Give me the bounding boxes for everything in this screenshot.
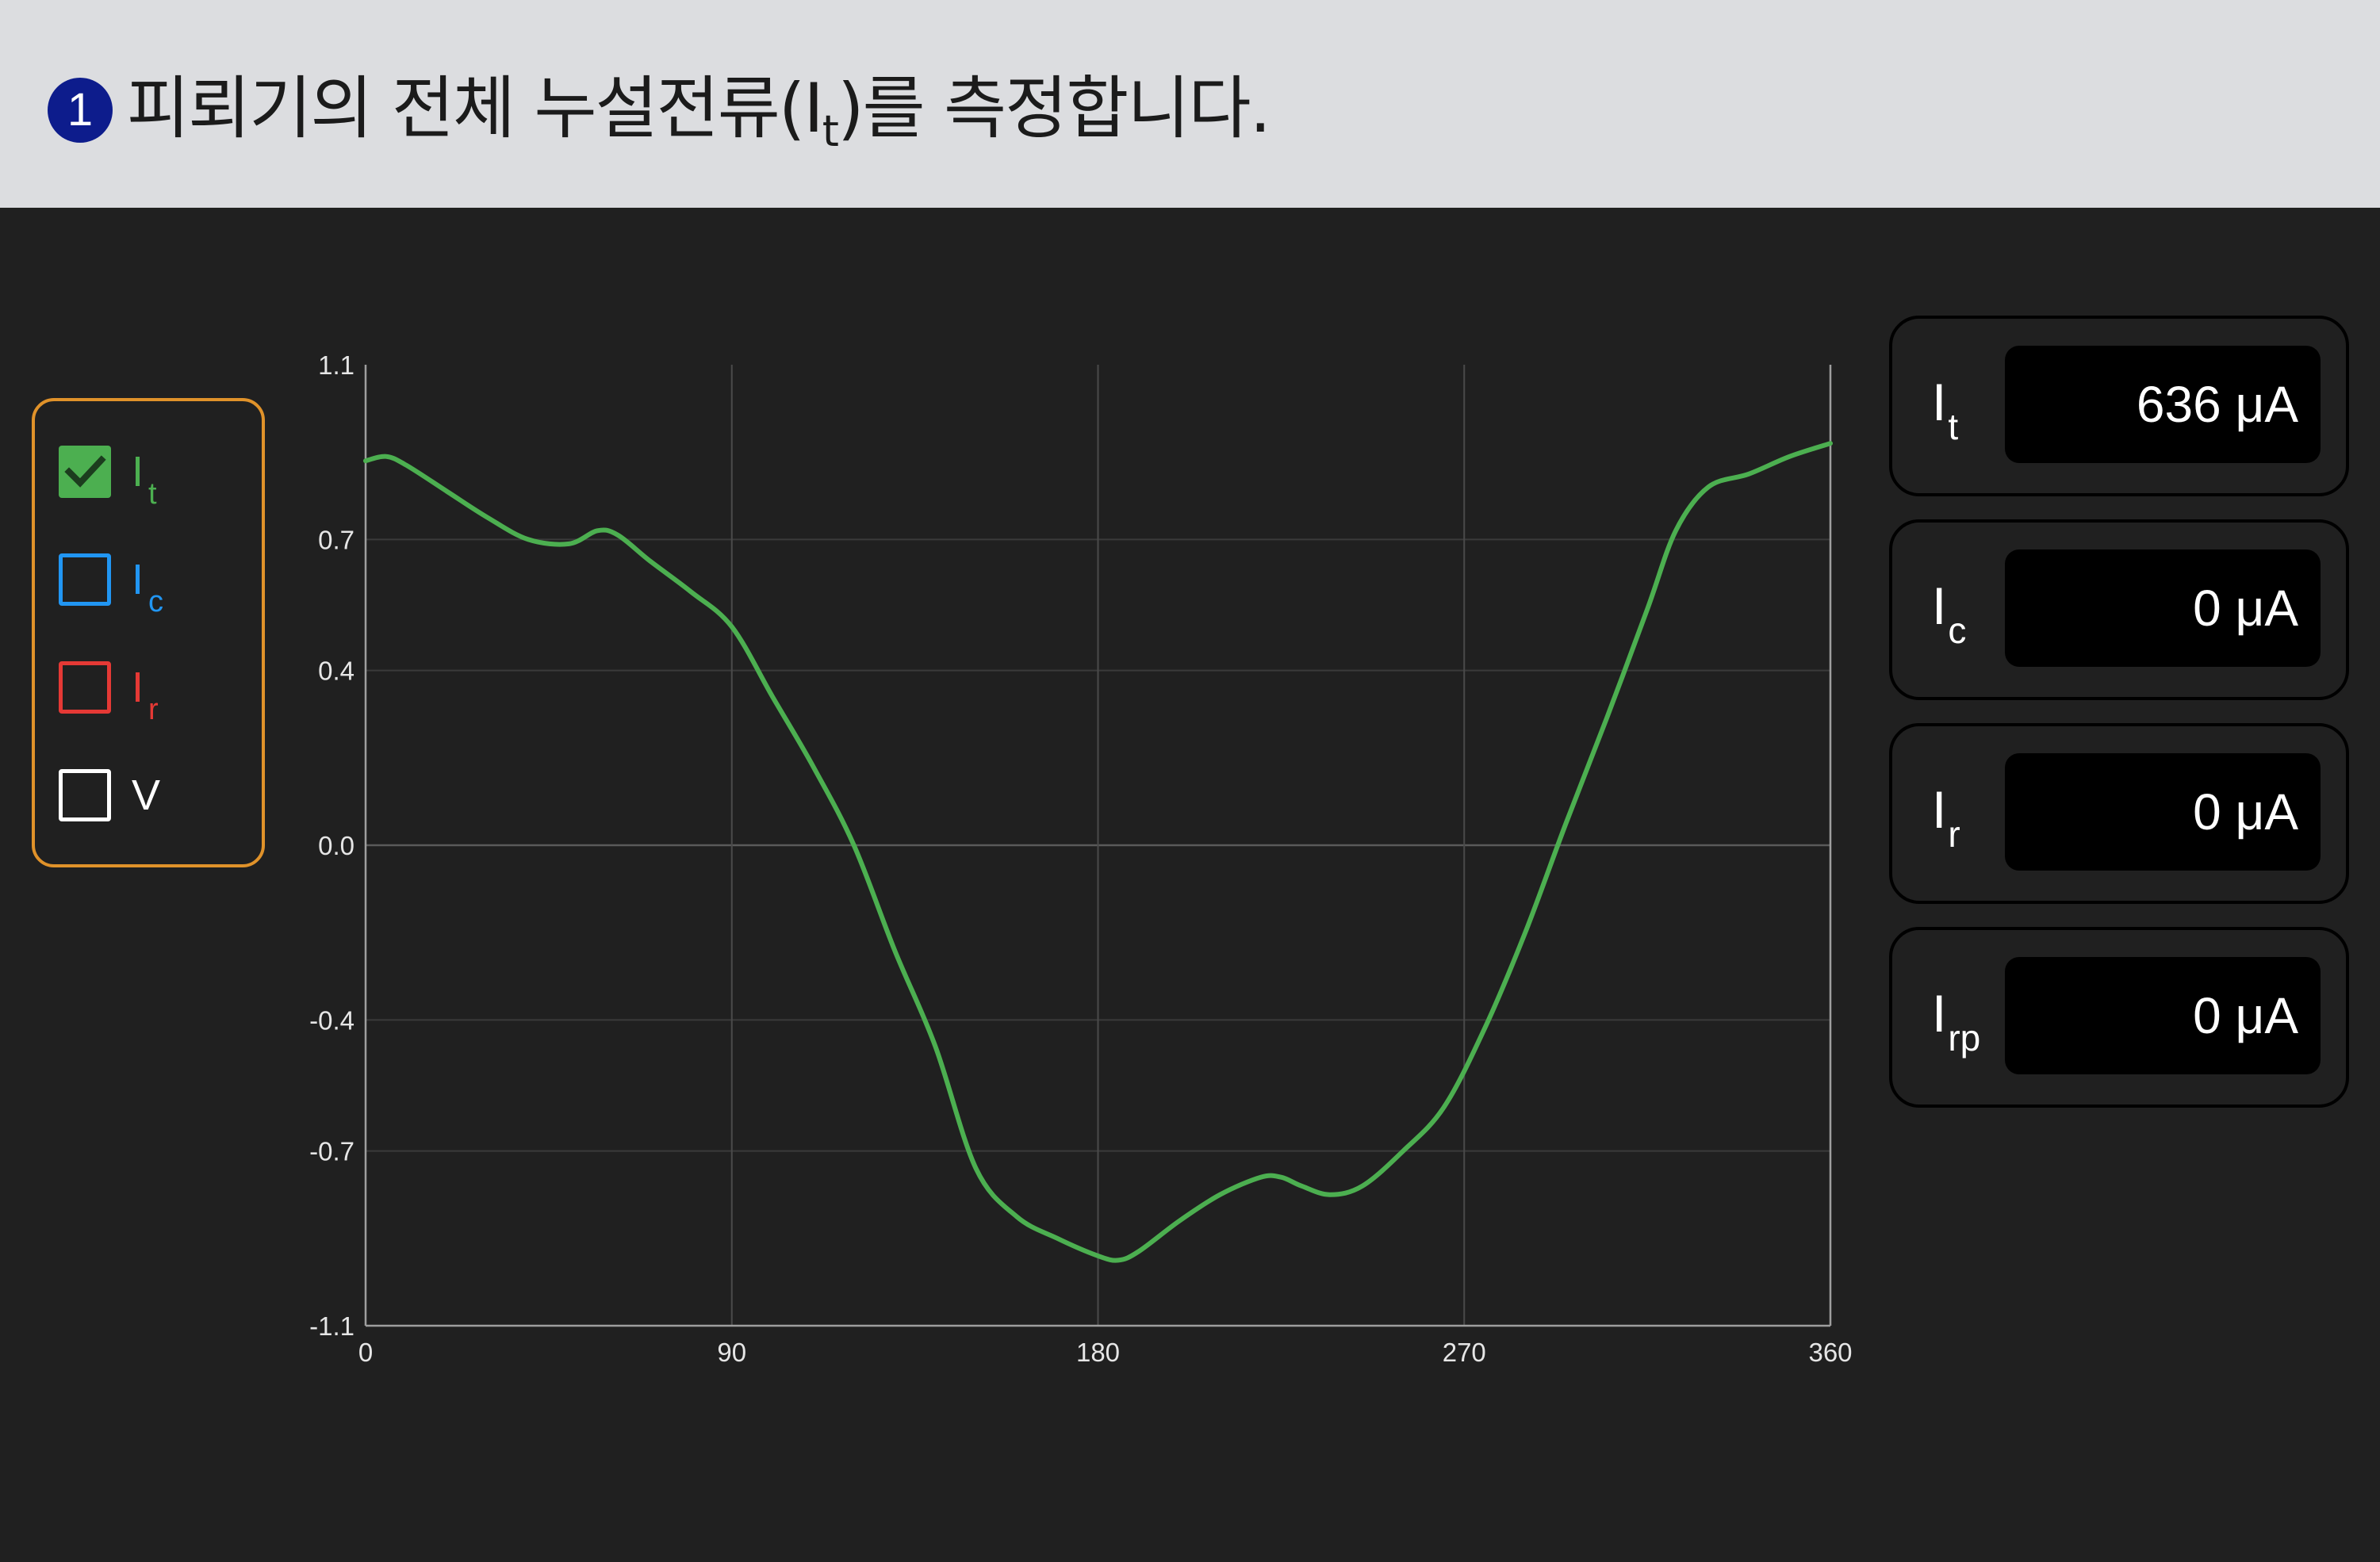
readout-label-it: It: [1932, 373, 1958, 447]
x-tick-label: 90: [717, 1338, 746, 1365]
readout-it: It 636 μA: [1889, 316, 2349, 496]
checkbox-v[interactable]: [59, 769, 111, 821]
title-text-main: 피뢰기의 전체 누설전류(I: [127, 69, 824, 148]
y-tick-label: -1.1: [309, 1311, 355, 1341]
toggle-v[interactable]: V: [59, 769, 249, 825]
checkmark-icon: [64, 455, 106, 488]
readout-value-ic: 0 μA: [2005, 549, 2321, 667]
x-tick-label: 180: [1076, 1338, 1120, 1365]
y-tick-label: 0.0: [318, 831, 355, 860]
legend-label-main: I: [132, 556, 144, 603]
checkbox-it[interactable]: [59, 446, 111, 498]
readout-label-main: I: [1932, 984, 1947, 1043]
readout-label-ic: Ic: [1932, 580, 1966, 651]
readout-irp: Irp 0 μA: [1889, 927, 2349, 1108]
legend-label-main: I: [132, 448, 144, 496]
legend-label-main: V: [132, 771, 161, 819]
legend-label-v: V: [132, 769, 160, 821]
x-tick-label: 270: [1443, 1338, 1486, 1365]
readout-label-ir: Ir: [1932, 780, 1960, 855]
readout-label-main: I: [1932, 780, 1947, 839]
legend-label-sub: c: [148, 585, 164, 618]
x-tick-label: 360: [1808, 1338, 1852, 1365]
y-tick-label: 0.4: [318, 657, 355, 686]
readout-value-irp: 0 μA: [2005, 957, 2321, 1074]
readout-label-irp: Irp: [1932, 984, 1980, 1059]
series-line-it: [363, 441, 1833, 1263]
y-tick-label: 0.7: [318, 525, 355, 554]
y-tick-label: -0.7: [309, 1137, 355, 1166]
y-tick-label: -0.4: [309, 1005, 355, 1035]
legend-label-main: I: [132, 664, 144, 711]
readout-value-ir: 0 μA: [2005, 753, 2321, 871]
legend-label-sub: r: [148, 693, 159, 726]
readout-ir: Ir 0 μA: [1889, 723, 2349, 904]
chart-tick-labels: 1.1 0.7 0.4 0.0 -0.4 -0.7 -1.10 90 180 270 360: [309, 350, 1852, 1365]
readout-label-sub: r: [1948, 814, 1960, 855]
y-tick-label: 1.1: [318, 350, 355, 380]
instruction-header: 1 피뢰기의 전체 누설전류(It)를 측정합니다.: [0, 0, 2380, 208]
readout-label-sub: rp: [1948, 1017, 1981, 1059]
title-subscript: t: [822, 106, 839, 156]
title-text-end: )를 측정합니다.: [837, 69, 1271, 148]
chart-grid: [366, 365, 1830, 1326]
readout-value-it: 636 μA: [2005, 346, 2321, 463]
checkbox-ic[interactable]: [59, 553, 111, 606]
readout-label-sub: t: [1948, 406, 1959, 447]
page-title: 피뢰기의 전체 누설전류(It)를 측정합니다.: [127, 57, 1271, 160]
readout-ic: Ic 0 μA: [1889, 519, 2349, 700]
checkbox-ir[interactable]: [59, 661, 111, 714]
legend-label-sub: t: [148, 477, 157, 511]
waveform-chart: 1.1 0.7 0.4 0.0 -0.4 -0.7 -1.10 90 180 270 360: [309, 350, 1852, 1365]
step-number-badge: 1: [48, 78, 113, 143]
readout-label-sub: c: [1948, 610, 1967, 651]
readout-label-main: I: [1932, 576, 1947, 635]
x-tick-label: 0: [358, 1338, 373, 1365]
chart-axes: [364, 365, 1832, 1327]
readout-label-main: I: [1932, 373, 1947, 431]
